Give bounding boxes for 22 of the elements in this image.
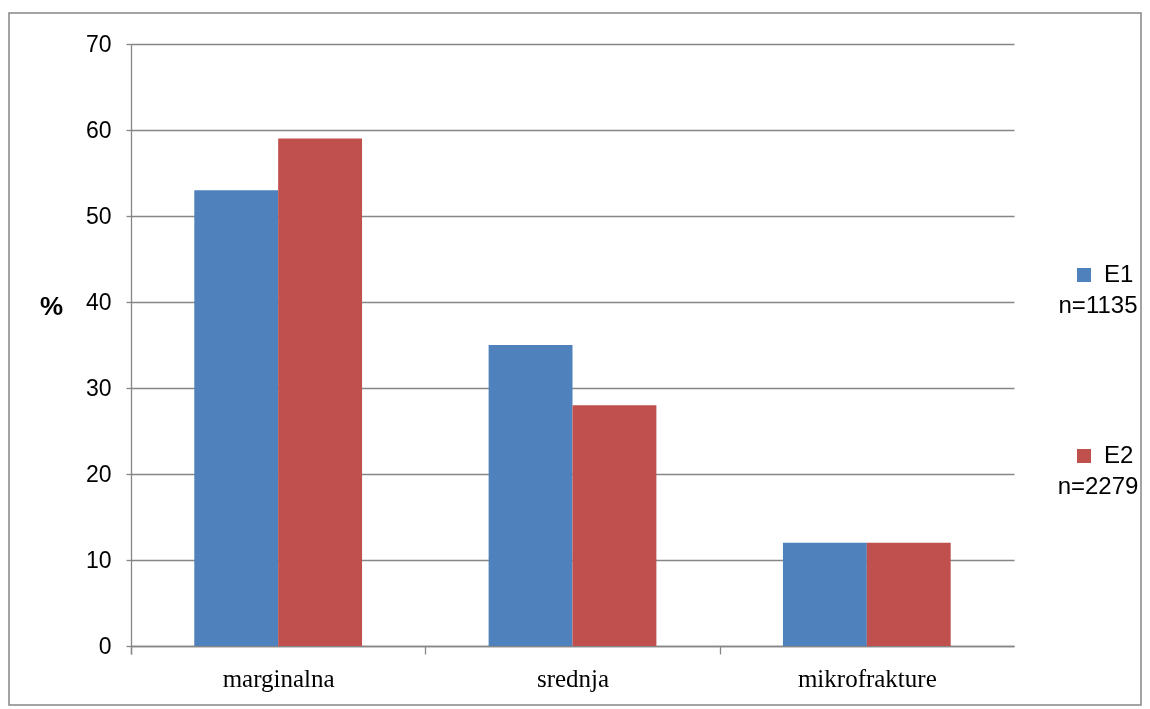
legend-label: E1 [1104, 260, 1134, 287]
y-tick-label: 50 [85, 202, 112, 229]
x-tick-label: marginalna [222, 664, 335, 692]
x-tick-label: mikrofrakture [797, 664, 937, 692]
y-axis-title: % [39, 290, 64, 321]
y-tick-label: 70 [85, 30, 112, 57]
x-tick-label: srednja [536, 664, 610, 692]
bar [866, 542, 951, 646]
y-tick-label: 60 [85, 116, 112, 143]
y-tick-label: 40 [85, 288, 112, 315]
bar [572, 405, 657, 646]
text: n=2279 [1057, 472, 1139, 499]
bar [488, 345, 573, 646]
y-tick-label: 10 [85, 546, 112, 573]
y-tick-label: 0 [98, 632, 112, 659]
legend-label: E2 [1104, 441, 1134, 468]
bar [194, 190, 279, 646]
y-tick-label: 20 [85, 460, 112, 487]
y-tick-label: 30 [85, 374, 112, 401]
bar [278, 138, 363, 646]
text: n=1135 [1058, 291, 1138, 318]
bar [782, 542, 867, 646]
